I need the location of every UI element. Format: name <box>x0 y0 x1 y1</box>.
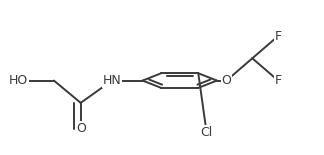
Text: HO: HO <box>9 74 28 87</box>
Text: O: O <box>222 74 231 87</box>
Text: F: F <box>274 74 282 87</box>
Text: Cl: Cl <box>201 126 213 139</box>
Text: F: F <box>274 29 282 42</box>
Text: HN: HN <box>103 74 122 87</box>
Text: O: O <box>76 122 86 135</box>
